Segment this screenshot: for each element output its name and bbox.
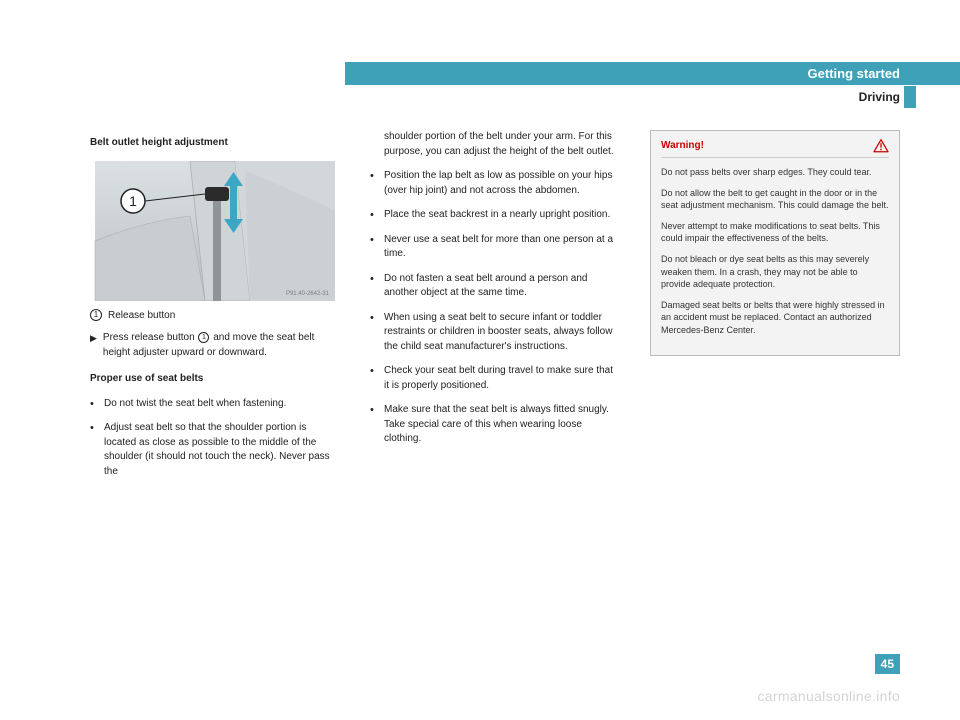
manual-page: Getting started Driving Belt outlet heig… (0, 0, 960, 720)
continuation-text: shoulder portion of the belt under your … (370, 130, 620, 159)
list-item: When using a seat belt to secure infant … (370, 311, 620, 355)
warning-para: Do not allow the belt to get caught in t… (661, 187, 889, 212)
list-item: Check your seat belt during travel to ma… (370, 364, 620, 393)
illustration-svg: 1 P91.40-2642-31 (90, 161, 340, 301)
warning-para: Damaged seat belts or belts that were hi… (661, 299, 889, 337)
illustration-code: P91.40-2642-31 (286, 291, 330, 297)
column-3: Warning! Do not pass belts over sharp ed… (650, 130, 900, 660)
list-item: Do not twist the seat belt when fasten­i… (90, 397, 340, 412)
list-item: Never use a seat belt for more than one … (370, 233, 620, 262)
list-item: Adjust seat belt so that the shoulder po… (90, 421, 340, 479)
svg-text:1: 1 (129, 193, 137, 209)
heading-belt-adjustment: Belt outlet height adjustment (90, 136, 340, 151)
section-header: Getting started (345, 62, 960, 85)
heading-proper-use: Proper use of seat belts (90, 372, 340, 387)
section-title: Getting started (808, 66, 900, 81)
subsection-title: Driving (859, 90, 900, 104)
inline-callout-icon: 1 (198, 332, 209, 343)
warning-para: Do not bleach or dye seat belts as this … (661, 253, 889, 291)
list-item: Make sure that the seat belt is always f… (370, 403, 620, 447)
warning-para: Never attempt to make modifications to s… (661, 220, 889, 245)
warning-para: Do not pass belts over sharp edges. They… (661, 166, 889, 179)
callout-row: 1 Release button (90, 309, 340, 324)
page-number: 45 (875, 654, 900, 674)
column-2: shoulder portion of the belt under your … (370, 130, 620, 660)
bullet-list-col2: Position the lap belt as low as possible… (370, 169, 620, 447)
warning-box: Warning! Do not pass belts over sharp ed… (650, 130, 900, 356)
section-tab (904, 86, 916, 108)
step-marker-icon: ▶ (90, 332, 97, 360)
step-text: Press release button 1 and move the seat… (103, 331, 340, 360)
callout-number-icon: 1 (90, 309, 102, 321)
list-item: Do not fasten a seat belt around a perso… (370, 272, 620, 301)
warning-title: Warning! (661, 139, 704, 153)
content-columns: Belt outlet height adjustment (90, 130, 900, 660)
list-item: Place the seat backrest in a nearly upri… (370, 208, 620, 223)
instruction-step: ▶ Press release button 1 and move the se… (90, 331, 340, 360)
bullet-list-col1: Do not twist the seat belt when fasten­i… (90, 397, 340, 480)
warning-triangle-icon (873, 139, 889, 153)
warning-header: Warning! (661, 139, 889, 158)
callout-text: Release button (108, 309, 175, 324)
list-item: Position the lap belt as low as possible… (370, 169, 620, 198)
belt-adjustment-illustration: 1 P91.40-2642-31 (90, 161, 340, 301)
column-1: Belt outlet height adjustment (90, 130, 340, 660)
watermark: carmanualsonline.info (758, 688, 901, 704)
